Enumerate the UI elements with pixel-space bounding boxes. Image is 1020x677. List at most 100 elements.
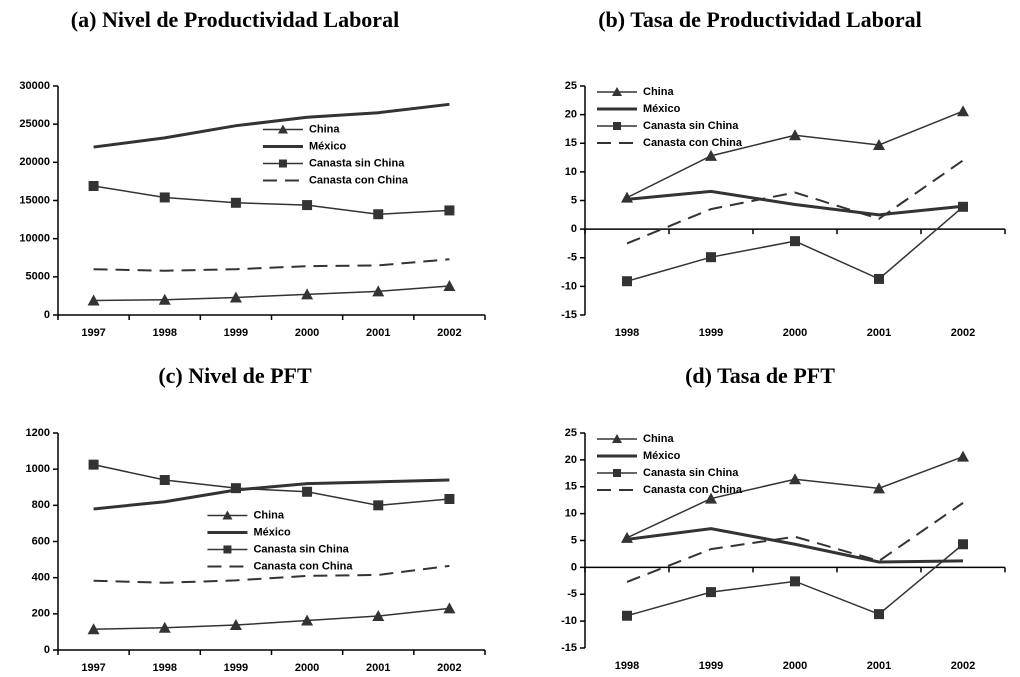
legend-label: China	[253, 509, 284, 521]
chart-title: (a) Nivel de Productividad Laboral	[71, 7, 399, 32]
legend-marker	[278, 159, 287, 168]
series-line	[626, 527, 964, 564]
x-tick-label: 1997	[81, 662, 105, 674]
legend-label: Canasta sin China	[643, 120, 739, 132]
y-tick-label: -15	[561, 309, 577, 321]
x-tick-label: 1999	[699, 327, 723, 339]
square-marker	[88, 180, 99, 191]
y-tick-label: 0	[571, 561, 577, 573]
triangle-marker	[229, 619, 242, 631]
x-tick-label: 1998	[615, 327, 639, 339]
x-tick-label: 2002	[437, 662, 461, 674]
square-marker	[622, 610, 632, 621]
y-tick-label: 5000	[26, 271, 50, 283]
square-marker	[302, 200, 313, 211]
x-tick-label: 2002	[951, 660, 975, 672]
legend-label: Canasta con China	[253, 560, 353, 572]
y-tick-label: 0	[44, 644, 50, 656]
x-tick-label: 1999	[699, 660, 723, 672]
triangle-marker	[957, 450, 969, 462]
x-tick-label: 1998	[153, 327, 177, 339]
triangle-marker	[443, 279, 456, 291]
y-tick-label: 200	[32, 608, 50, 620]
triangle-marker	[372, 285, 385, 297]
series-line	[93, 463, 450, 507]
legend-label: Canasta sin China	[309, 157, 405, 169]
square-marker	[706, 252, 716, 263]
x-tick-label: 2002	[437, 327, 461, 339]
legend-label: México	[643, 103, 681, 115]
y-tick-label: 15	[565, 481, 577, 493]
square-marker	[88, 459, 99, 470]
square-marker	[874, 273, 884, 284]
series-line	[93, 185, 450, 215]
square-marker	[302, 486, 313, 497]
square-marker	[958, 539, 968, 550]
series-line	[626, 189, 964, 217]
triangle-marker	[158, 293, 171, 305]
x-tick-label: 2000	[295, 662, 319, 674]
x-tick-label: 1998	[153, 662, 177, 674]
series-line	[626, 502, 964, 583]
y-tick-label: -10	[561, 615, 577, 627]
square-marker	[444, 205, 455, 216]
x-tick-label: 2000	[783, 660, 807, 672]
chart-title: (c) Nivel de PFT	[158, 363, 312, 388]
chart-title: (d) Tasa de PFT	[685, 363, 835, 388]
y-tick-label: 1000	[26, 463, 50, 475]
y-tick-label: 5	[571, 534, 577, 546]
triangle-marker	[301, 614, 314, 626]
y-tick-label: 15000	[19, 194, 50, 206]
y-tick-label: 30000	[19, 80, 50, 92]
triangle-marker	[789, 129, 801, 141]
square-marker	[230, 197, 241, 208]
square-marker	[373, 500, 384, 511]
x-tick-label: 1999	[224, 662, 248, 674]
y-tick-label: -15	[561, 642, 577, 654]
y-tick-label: -10	[561, 280, 577, 292]
legend-label: Canasta con China	[309, 174, 409, 186]
legend-label: Canasta sin China	[643, 467, 739, 479]
square-marker	[958, 201, 968, 212]
legend-label: Canasta sin China	[253, 543, 349, 555]
legend-marker	[612, 87, 622, 96]
y-tick-label: 20	[565, 454, 577, 466]
square-marker	[622, 276, 632, 287]
x-tick-label: 2001	[366, 327, 390, 339]
y-tick-label: 5	[571, 194, 577, 206]
legend-marker	[613, 122, 621, 130]
legend-label: Canasta con China	[643, 484, 743, 496]
series-line	[93, 102, 450, 149]
legend-label: México	[309, 140, 347, 152]
square-marker	[790, 236, 800, 247]
square-marker	[230, 483, 241, 494]
y-tick-label: 0	[571, 223, 577, 235]
triangle-marker	[158, 621, 171, 633]
legend-label: Canasta con China	[643, 137, 743, 149]
y-tick-label: 600	[32, 535, 50, 547]
triangle-marker	[87, 294, 100, 306]
y-tick-label: 0	[44, 309, 50, 321]
x-tick-label: 2001	[867, 327, 891, 339]
x-tick-label: 1997	[81, 327, 105, 339]
y-tick-label: 10	[565, 508, 577, 520]
legend-label: México	[253, 526, 291, 538]
x-tick-label: 2002	[951, 327, 975, 339]
legend-marker	[613, 469, 621, 477]
triangle-marker	[789, 473, 801, 485]
legend-marker	[277, 124, 288, 134]
square-marker	[790, 576, 800, 587]
legend-label: México	[643, 450, 681, 462]
triangle-marker	[873, 482, 885, 494]
legend-label: China	[309, 123, 340, 135]
triangle-marker	[621, 191, 633, 203]
triangle-marker	[705, 492, 717, 504]
y-tick-label: 25	[565, 427, 577, 439]
x-tick-label: 2000	[295, 327, 319, 339]
x-tick-label: 1998	[615, 660, 639, 672]
legend-label: China	[643, 86, 674, 98]
series-line	[93, 478, 450, 511]
square-marker	[706, 587, 716, 598]
y-tick-label: 20	[565, 109, 577, 121]
legend-marker	[223, 545, 232, 554]
